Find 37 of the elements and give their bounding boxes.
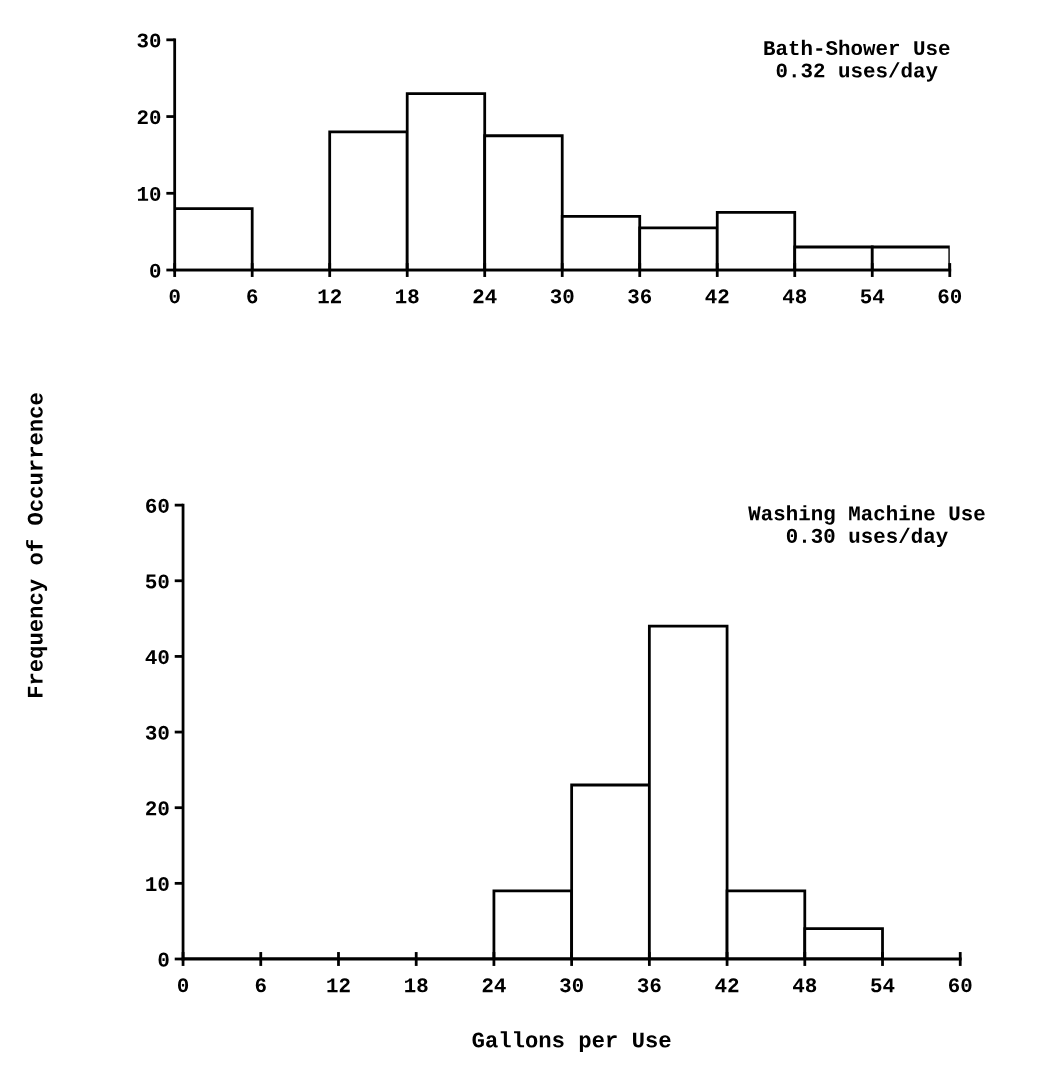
x-tick-label: 42 xyxy=(705,289,729,304)
x-tick-label: 6 xyxy=(247,289,258,304)
y-axis-title: Frequency of Occurrence xyxy=(26,393,48,698)
x-tick-label: 36 xyxy=(628,289,652,304)
x-tick-label: 0 xyxy=(169,289,180,304)
y-tick-label: 20 xyxy=(146,801,169,816)
x-tick-label: 18 xyxy=(396,289,419,304)
x-tick-label: 6 xyxy=(255,978,266,993)
y-tick-label: 10 xyxy=(137,186,161,202)
y-tick-label: 50 xyxy=(145,574,169,589)
x-axis-title: Gallons per Use xyxy=(472,1031,671,1052)
x-tick-label: 12 xyxy=(318,289,341,304)
x-tick-label: 54 xyxy=(860,289,885,304)
annotation: Washing Machine Use 0.30 uses/day xyxy=(748,505,985,548)
y-tick-label: 30 xyxy=(145,725,169,740)
y-tick-label: 20 xyxy=(137,110,161,125)
x-tick-label: 60 xyxy=(949,978,972,993)
x-tick-label: 24 xyxy=(473,289,497,304)
x-tick-label: 48 xyxy=(793,978,817,993)
y-tick-label: 0 xyxy=(150,263,161,278)
y-tick-label: 10 xyxy=(146,876,169,892)
x-tick-label: 18 xyxy=(405,978,428,993)
x-tick-label: 60 xyxy=(938,289,962,304)
x-tick-label: 0 xyxy=(177,978,189,993)
annotation: Bath-Shower Use 0.32 uses/day xyxy=(764,39,950,82)
x-tick-label: 30 xyxy=(560,978,583,993)
x-tick-label: 48 xyxy=(782,289,807,304)
x-tick-label: 42 xyxy=(715,978,739,993)
x-tick-label: 30 xyxy=(550,289,574,304)
x-tick-label: 36 xyxy=(637,978,661,993)
x-tick-label: 24 xyxy=(482,978,506,993)
x-tick-label: 54 xyxy=(871,978,895,993)
x-tick-label: 12 xyxy=(327,978,350,993)
y-tick-label: 60 xyxy=(146,498,169,513)
y-tick-label: 0 xyxy=(158,952,169,967)
y-tick-label: 30 xyxy=(137,33,161,48)
y-tick-label: 40 xyxy=(145,650,169,665)
